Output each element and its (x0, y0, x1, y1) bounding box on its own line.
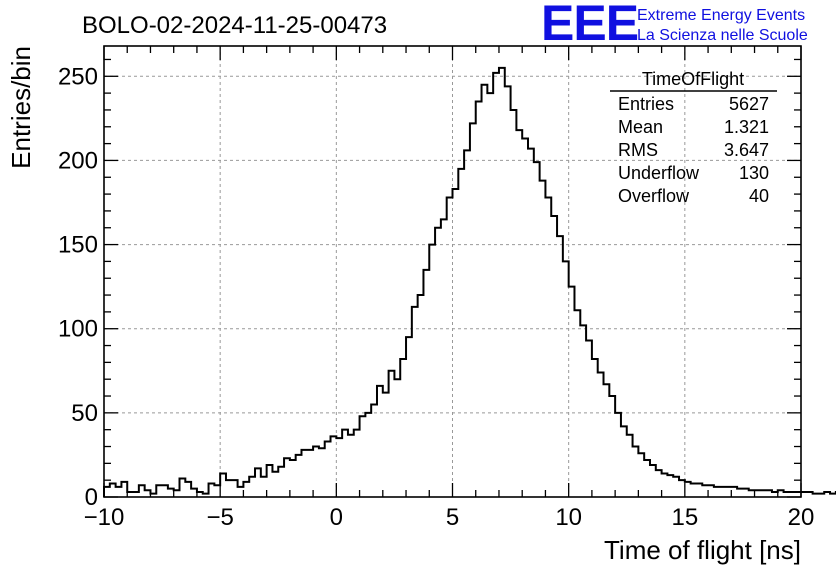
y-tick-label: 0 (85, 484, 98, 511)
stats-title: TimeOfFlight (642, 69, 744, 89)
x-axis-label: Time of flight [ns] (604, 535, 801, 565)
org-name: Extreme Energy Events (637, 7, 805, 24)
y-tick-label: 50 (71, 400, 98, 427)
stats-label-mean: Mean (618, 117, 663, 137)
org-tagline: La Scienza nelle Scuole (637, 27, 808, 44)
x-tick-label: −10 (84, 504, 125, 531)
x-tick-label: 5 (446, 504, 459, 531)
y-axis-label: Entries/bin (6, 46, 36, 169)
histogram-series-time-of-flight (103, 66, 836, 497)
stats-value-overflow: 40 (749, 186, 769, 206)
eee-logo: EEE (541, 0, 638, 51)
stats-label-overflow: Overflow (618, 186, 690, 206)
run-title: BOLO-02-2024-11-25-00473 (82, 12, 387, 39)
axis-ticks (103, 46, 802, 498)
stats-label-rms: RMS (618, 140, 658, 160)
x-tick-label: 20 (788, 504, 815, 531)
stats-label-underflow: Underflow (618, 163, 700, 183)
y-tick-label: 200 (58, 147, 98, 174)
x-tick-label: 15 (671, 504, 698, 531)
x-tick-label: 10 (555, 504, 582, 531)
y-tick-label: 150 (58, 232, 98, 259)
stats-box: TimeOfFlight Entries 5627 Mean 1.321 RMS… (610, 69, 777, 206)
stats-label-entries: Entries (618, 94, 674, 114)
stats-value-entries: 5627 (729, 94, 769, 114)
y-tick-label: 250 (58, 63, 98, 90)
stats-value-rms: 3.647 (724, 140, 769, 160)
x-tick-label: −5 (206, 504, 233, 531)
x-tick-label: 0 (330, 504, 343, 531)
grid-lines (104, 46, 801, 497)
y-tick-label: 100 (58, 316, 98, 343)
stats-value-underflow: 130 (739, 163, 769, 183)
stats-value-mean: 1.321 (724, 117, 769, 137)
